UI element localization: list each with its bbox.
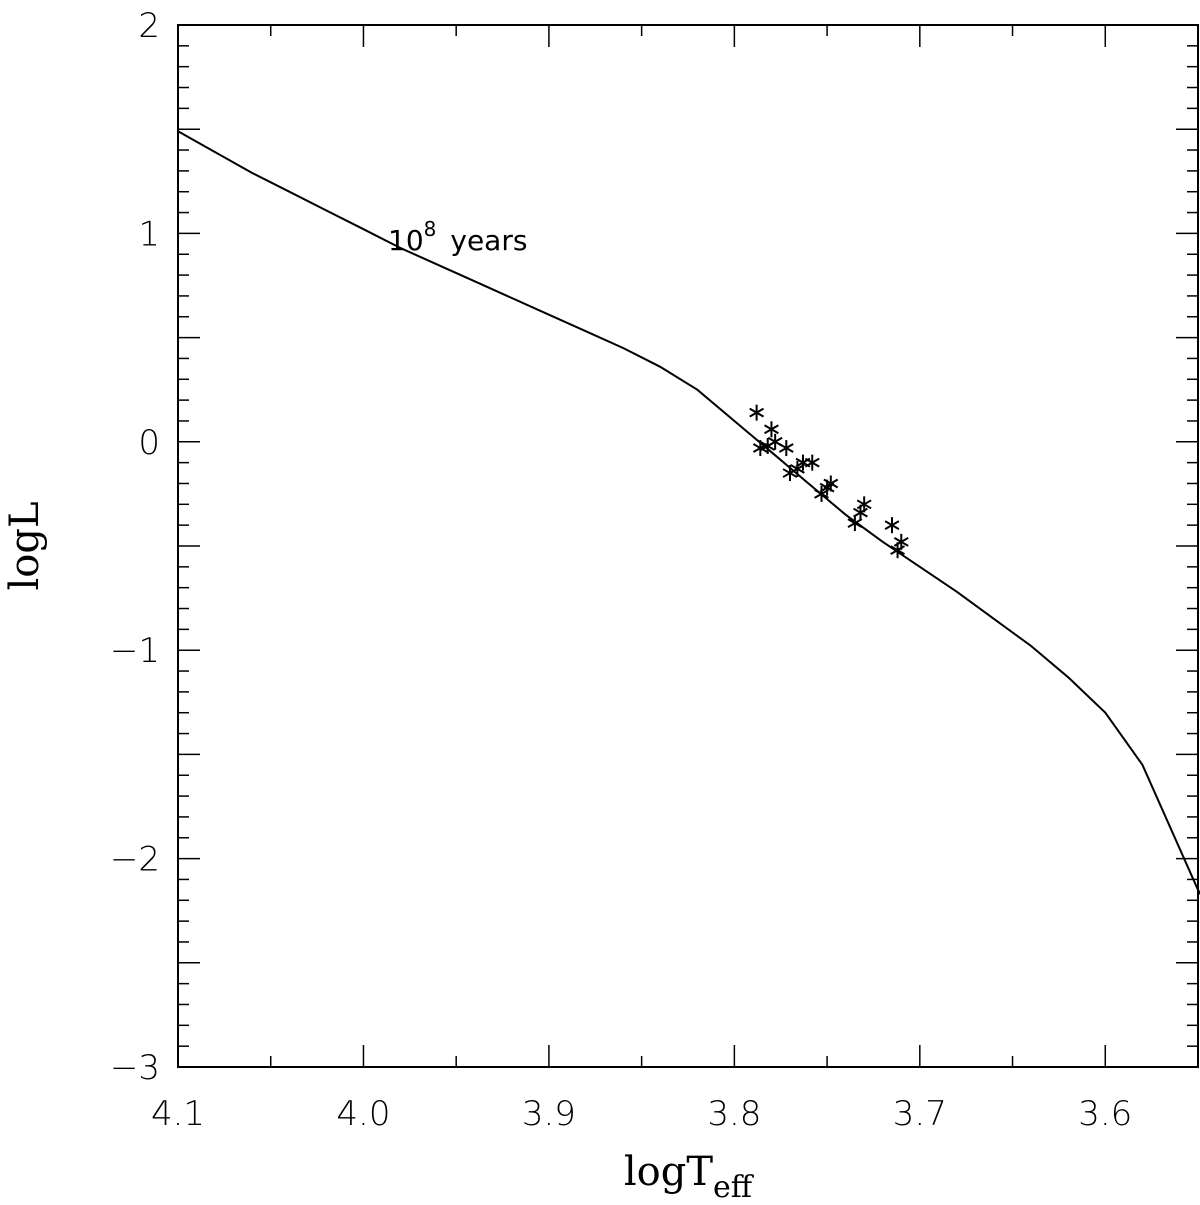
y-tick-label: −1 (110, 631, 160, 671)
x-axis-title-main: logT (624, 1149, 713, 1195)
y-tick-labels: 2 1 0 −1 −2 −3 (110, 6, 160, 1088)
x-tick-label: 3.7 (893, 1094, 947, 1134)
isochrone-line (177, 130, 1200, 896)
x-tick-label: 3.9 (522, 1094, 576, 1134)
y-tick-label: 0 (138, 423, 160, 463)
x-tick-label: 3.6 (1078, 1094, 1132, 1134)
star-point (804, 454, 820, 471)
star-point (778, 440, 794, 457)
star-point (893, 533, 909, 550)
x-tick-label: 4.1 (151, 1094, 205, 1134)
x-tick-label: 4.0 (336, 1094, 390, 1134)
annotation-text: years (450, 224, 527, 257)
star-point (884, 517, 900, 534)
x-axis-title-subscript: eff (713, 1170, 755, 1205)
star-point (856, 496, 872, 513)
plot-frame (177, 24, 1199, 1068)
annotation-exponent: 8 (424, 217, 437, 241)
x-tick-labels: 4.1 4.0 3.9 3.8 3.7 3.6 (151, 1094, 1132, 1134)
y-tick-label: −3 (110, 1048, 160, 1088)
annotation-isochrone-label: 108 years (388, 217, 527, 257)
axis-ticks (177, 24, 1199, 1068)
annotation-base: 10 (388, 224, 424, 257)
y-tick-label: −2 (110, 840, 160, 880)
y-axis-title: logL (2, 501, 48, 590)
star-point (823, 475, 839, 492)
y-tick-label: 1 (138, 214, 160, 254)
data-series (177, 130, 1200, 896)
y-tick-label: 2 (138, 6, 160, 46)
x-tick-label: 3.8 (707, 1094, 761, 1134)
star-point (764, 421, 779, 438)
star-point (749, 404, 765, 421)
x-axis-title: logTeff (624, 1149, 755, 1205)
